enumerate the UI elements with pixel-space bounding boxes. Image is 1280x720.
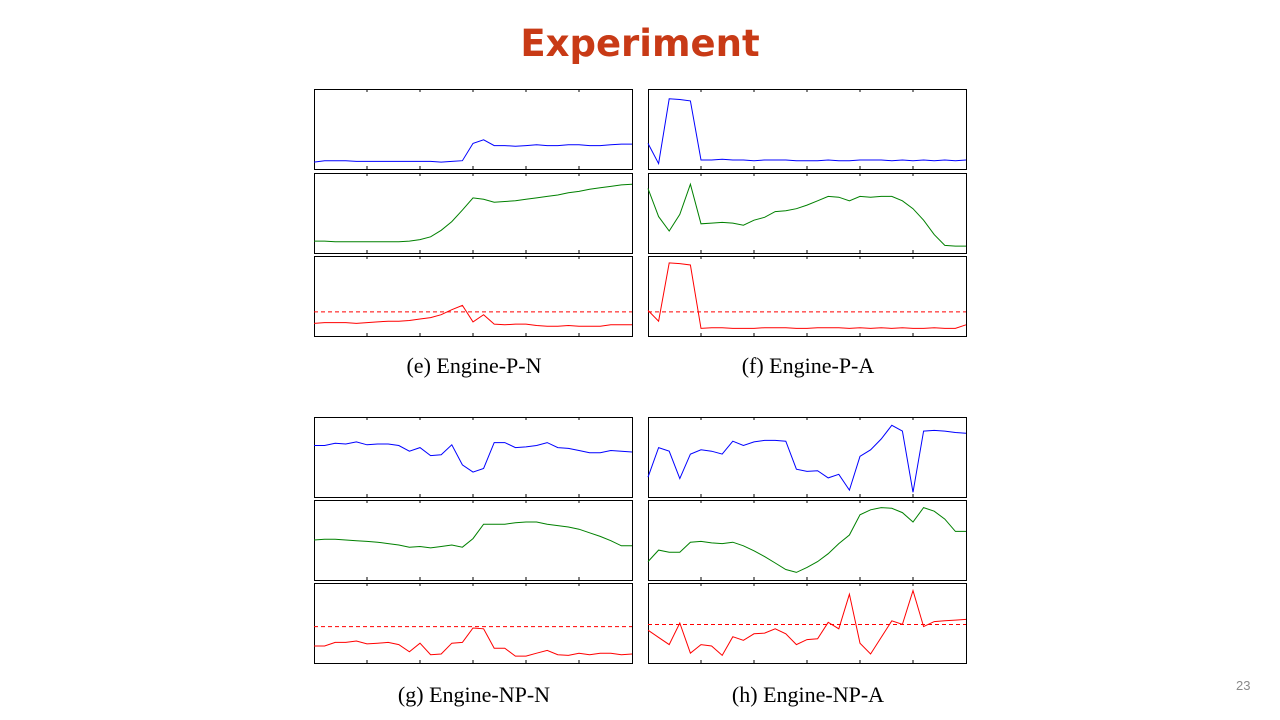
series-line-h-green [647, 507, 966, 573]
series-line-f-red [647, 262, 967, 329]
series-line-h-red [647, 588, 967, 657]
slide-title: Experiment [520, 22, 760, 65]
series-line-f-green [647, 182, 966, 247]
subplot-frame-f-red [648, 256, 967, 337]
subplot-frame-e-blue [314, 89, 633, 170]
subplot-frame-h-red [648, 583, 967, 664]
page-number: 23 [1236, 678, 1251, 693]
series-line-f-blue [647, 98, 967, 166]
series-line-e-blue [313, 139, 632, 163]
subplot-frame-g-blue [314, 417, 633, 498]
subplot-frame-f-blue [648, 89, 967, 170]
subplot-frame-g-red [314, 583, 633, 664]
series-line-e-green [314, 183, 633, 243]
caption-e: (e) Engine-P-N [406, 353, 542, 378]
series-line-h-blue [647, 424, 967, 493]
subplot-frame-h-green [648, 500, 967, 581]
subplot-frame-g-green [314, 500, 633, 581]
series-line-g-red [314, 627, 633, 657]
series-line-g-green [313, 521, 632, 549]
series-line-e-red [313, 304, 632, 327]
subplot-frame-e-red [314, 256, 633, 337]
caption-f: (f) Engine-P-A [741, 353, 875, 378]
caption-h: (h) Engine-NP-A [731, 682, 885, 707]
caption-g: (g) Engine-NP-N [397, 682, 551, 707]
series-line-g-blue [314, 441, 633, 473]
subplot-frame-f-green [648, 173, 967, 254]
